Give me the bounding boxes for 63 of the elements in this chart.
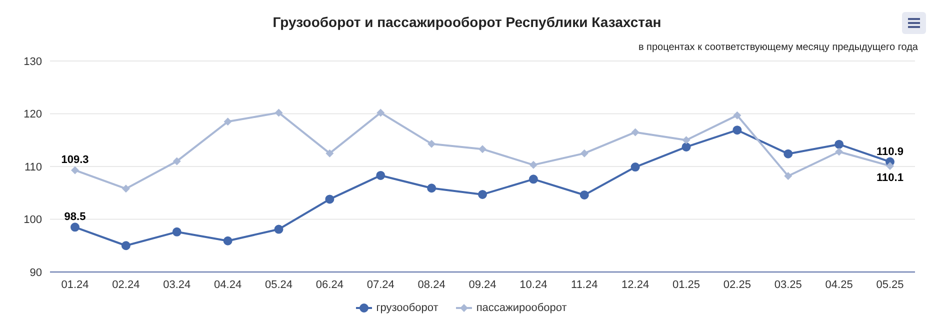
point bbox=[274, 224, 284, 234]
point bbox=[682, 136, 690, 144]
point bbox=[428, 140, 436, 148]
y-tick-label: 120 bbox=[24, 108, 42, 121]
x-tick-label: 10.24 bbox=[520, 278, 548, 291]
x-tick-label: 06.24 bbox=[316, 278, 344, 291]
point bbox=[630, 162, 640, 172]
chart-subtitle: в процентах к соответствующему месяцу предыдущего года bbox=[638, 42, 918, 53]
data-label: 98.5 bbox=[64, 211, 86, 224]
x-tick-label: 05.24 bbox=[264, 278, 293, 291]
data-label: 109.3 bbox=[61, 154, 89, 166]
x-tick-label: 08.24 bbox=[418, 278, 446, 291]
point bbox=[326, 149, 334, 158]
point bbox=[682, 142, 691, 152]
point bbox=[172, 227, 182, 236]
point bbox=[71, 166, 79, 174]
chart-title: Грузооборот и пассажирооборот Республики Казахстан bbox=[272, 14, 662, 30]
point bbox=[376, 170, 386, 180]
y-tick-label: 110 bbox=[24, 161, 42, 174]
point bbox=[732, 126, 742, 135]
point bbox=[121, 241, 130, 250]
point bbox=[835, 148, 844, 156]
point bbox=[733, 111, 742, 120]
point bbox=[478, 190, 487, 199]
y-tick-label: 90 bbox=[30, 266, 42, 279]
point bbox=[580, 149, 588, 158]
point bbox=[784, 172, 792, 180]
x-tick-label: 11.24 bbox=[571, 278, 598, 291]
x-tick-label: 04.25 bbox=[825, 278, 853, 291]
point bbox=[580, 190, 589, 200]
point bbox=[427, 184, 436, 193]
x-tick-label: 01.24 bbox=[61, 278, 89, 291]
y-tick-label: 130 bbox=[24, 56, 42, 68]
x-tick-label: 01.25 bbox=[672, 278, 700, 291]
data-label: 110.1 bbox=[876, 172, 904, 184]
x-tick-label: 02.24 bbox=[112, 278, 140, 291]
legend-label: грузооборот bbox=[375, 302, 438, 314]
point bbox=[122, 184, 130, 193]
data-label: 110.9 bbox=[876, 146, 904, 158]
point bbox=[886, 162, 894, 170]
x-tick-label: 02.25 bbox=[723, 278, 751, 291]
point bbox=[834, 140, 844, 149]
point bbox=[478, 145, 486, 154]
legend-label: пассажирооборот bbox=[475, 302, 567, 314]
point bbox=[274, 108, 283, 117]
x-tick-label: 03.25 bbox=[774, 278, 802, 291]
point bbox=[224, 118, 232, 126]
point bbox=[325, 194, 334, 204]
x-tick-label: 04.24 bbox=[214, 278, 242, 291]
x-tick-label: 12.24 bbox=[622, 278, 650, 291]
point bbox=[172, 157, 181, 166]
point bbox=[223, 236, 232, 246]
x-tick-label: 05.25 bbox=[876, 278, 904, 291]
x-tick-label: 07.24 bbox=[366, 278, 394, 291]
point bbox=[376, 108, 385, 117]
x-tick-label: 09.24 bbox=[468, 278, 496, 291]
y-tick-label: 100 bbox=[24, 214, 42, 226]
point bbox=[784, 149, 793, 158]
x-tick-label: 03.24 bbox=[163, 278, 191, 291]
point bbox=[70, 222, 80, 232]
point bbox=[631, 128, 640, 136]
point bbox=[528, 174, 538, 184]
point bbox=[529, 160, 538, 169]
